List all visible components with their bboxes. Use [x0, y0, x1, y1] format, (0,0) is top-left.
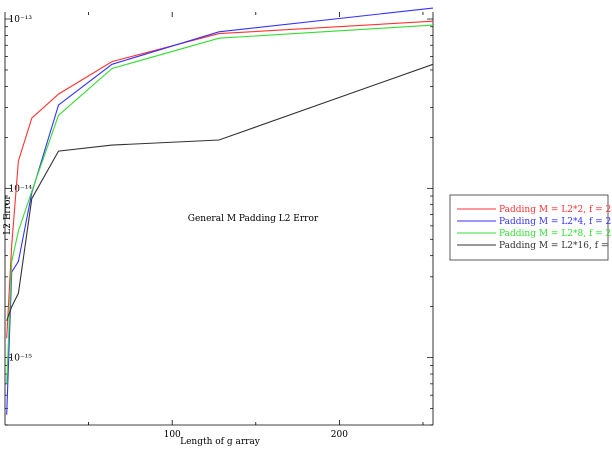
x-ticks: 100 200 [88, 12, 424, 440]
x-tick-label: 100 [164, 430, 181, 440]
x-tick-label: 200 [331, 430, 348, 440]
legend: Padding M = L2*2, f = 2 Padding M = L2*4,… [449, 194, 612, 261]
legend-label-2: Padding M = L2*4, f = 2 [499, 217, 611, 227]
y-tick-label: 10⁻¹⁵ [9, 354, 33, 364]
y-tick-label: 10⁻¹⁴ [9, 184, 33, 194]
series-lines [6, 7, 434, 415]
y-ticks: 10⁻¹⁵ 10⁻¹⁴ 10⁻¹³ [5, 15, 433, 426]
plot-frame [4, 12, 434, 426]
legend-label-1: Padding M = L2*2, f = 2 [499, 205, 611, 215]
series-line-1 [6, 20, 434, 339]
legend-box [449, 194, 609, 261]
legend-label-4: Padding M = L2*16, f = 2 [499, 241, 612, 251]
series-line-4 [6, 63, 434, 321]
series-line-2 [6, 7, 434, 415]
y-axis-label: L2 Error [3, 195, 13, 235]
y-tick-label: 10⁻¹³ [9, 15, 33, 25]
x-axis-label: Length of g array [180, 437, 261, 447]
legend-label-3: Padding M = L2*8, f = 2 [499, 229, 611, 239]
series-line-3 [6, 24, 434, 384]
chart-annotation: General M Padding L2 Error [188, 214, 319, 224]
